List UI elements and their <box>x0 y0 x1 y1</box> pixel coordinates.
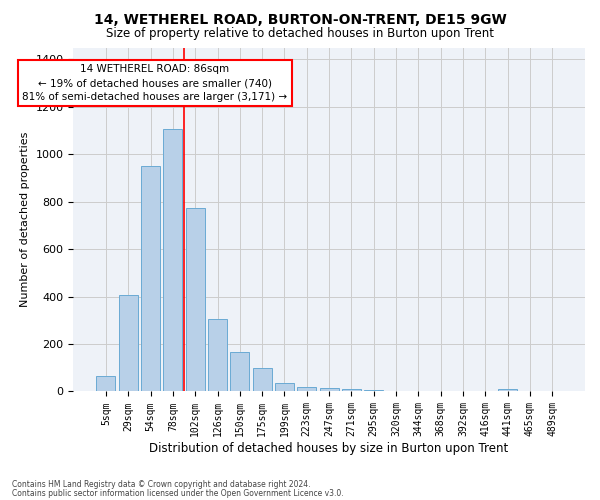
Text: 14, WETHEREL ROAD, BURTON-ON-TRENT, DE15 9GW: 14, WETHEREL ROAD, BURTON-ON-TRENT, DE15… <box>94 12 506 26</box>
Bar <box>275 383 294 392</box>
Bar <box>320 388 338 392</box>
Text: 14 WETHEREL ROAD: 86sqm
← 19% of detached houses are smaller (740)
81% of semi-d: 14 WETHEREL ROAD: 86sqm ← 19% of detache… <box>22 64 287 102</box>
Text: Contains public sector information licensed under the Open Government Licence v3: Contains public sector information licen… <box>12 488 344 498</box>
Bar <box>97 376 115 392</box>
Bar <box>253 368 272 392</box>
Bar <box>141 166 160 392</box>
Bar <box>208 319 227 392</box>
Bar <box>163 130 182 392</box>
Bar <box>186 208 205 392</box>
Text: Contains HM Land Registry data © Crown copyright and database right 2024.: Contains HM Land Registry data © Crown c… <box>12 480 311 489</box>
Bar <box>342 389 361 392</box>
Bar <box>364 390 383 392</box>
Bar <box>498 388 517 392</box>
Text: Size of property relative to detached houses in Burton upon Trent: Size of property relative to detached ho… <box>106 28 494 40</box>
Bar <box>230 352 250 392</box>
Bar <box>119 296 138 392</box>
Bar <box>298 387 316 392</box>
Y-axis label: Number of detached properties: Number of detached properties <box>20 132 30 307</box>
X-axis label: Distribution of detached houses by size in Burton upon Trent: Distribution of detached houses by size … <box>149 442 509 455</box>
